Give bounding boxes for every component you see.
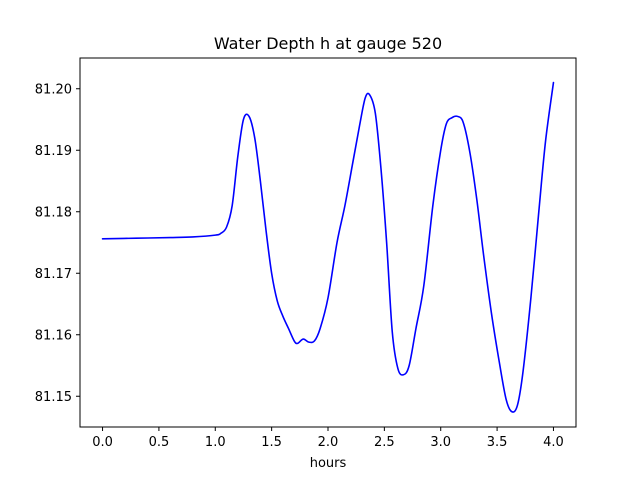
x-tick-label: 4.0: [543, 435, 564, 450]
x-axis: 0.0 0.5 1.0 1.5 2.0 2.5 3.0 3.5 4.0: [92, 427, 564, 450]
x-tick-label: 0.5: [149, 435, 170, 450]
y-tick-label: 81.18: [35, 205, 72, 220]
x-tick-label: 3.0: [430, 435, 451, 450]
y-axis: 81.15 81.16 81.17 81.18 81.19 81.20: [35, 82, 80, 405]
y-tick-label: 81.15: [35, 390, 72, 405]
y-tick-label: 81.16: [35, 328, 72, 343]
x-tick-label: 2.0: [318, 435, 339, 450]
y-tick-label: 81.20: [35, 82, 72, 97]
chart-title: Water Depth h at gauge 520: [214, 34, 442, 53]
y-tick-label: 81.19: [35, 144, 72, 159]
x-tick-label: 0.0: [92, 435, 113, 450]
x-tick-label: 3.5: [487, 435, 508, 450]
x-tick-label: 1.0: [205, 435, 226, 450]
plot-frame: [79, 57, 577, 428]
x-axis-label: hours: [310, 456, 347, 471]
x-tick-label: 2.5: [374, 435, 395, 450]
y-tick-label: 81.17: [35, 267, 72, 282]
series-line-water-depth: [101, 81, 555, 413]
x-tick-label: 1.5: [261, 435, 282, 450]
